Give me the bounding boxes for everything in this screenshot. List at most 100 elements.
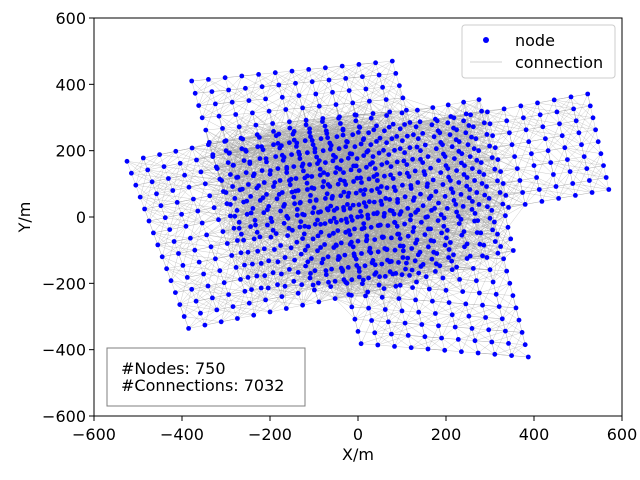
connection-line <box>222 114 236 129</box>
connection-line <box>312 65 343 82</box>
connection-line <box>215 88 246 105</box>
connection-line <box>355 120 394 125</box>
connection-line <box>235 114 258 135</box>
connection-line <box>319 92 333 107</box>
connection-line <box>278 83 296 86</box>
connection-line <box>338 100 370 119</box>
connection-line <box>215 89 229 105</box>
connection-line <box>257 123 273 135</box>
connection-line <box>352 87 383 104</box>
connection-line <box>355 111 390 122</box>
connection-line <box>198 91 213 106</box>
connection-line <box>218 100 250 117</box>
connection-line <box>315 92 333 95</box>
connection-line <box>278 70 293 86</box>
connection-line <box>248 86 263 101</box>
connection-line <box>402 97 433 108</box>
connection-line <box>241 75 263 87</box>
connection-line <box>224 124 257 142</box>
connection-line <box>240 124 257 139</box>
connection-line <box>258 74 279 86</box>
connection-line <box>325 65 343 69</box>
connection-line <box>372 97 404 114</box>
connection-line <box>378 60 393 76</box>
connection-line <box>349 90 370 102</box>
connection-line <box>222 112 253 129</box>
connection-line <box>402 97 418 111</box>
connection-line <box>252 98 266 114</box>
connection-line <box>278 84 300 96</box>
connection-line <box>209 126 240 143</box>
connection-line <box>302 92 333 109</box>
connection-line <box>369 87 383 102</box>
connection-line <box>365 87 383 90</box>
connection-line <box>245 72 276 89</box>
connection-line <box>295 67 326 84</box>
connection-line <box>261 70 293 87</box>
connection-line <box>275 70 293 73</box>
connection-line <box>208 79 229 91</box>
connection-line <box>379 73 396 76</box>
connection-line <box>289 105 320 123</box>
connection-line <box>295 69 309 84</box>
connection-line <box>371 111 390 119</box>
connection-line <box>302 107 339 119</box>
connection-line <box>385 99 390 128</box>
connection-line <box>386 99 418 111</box>
connection-line <box>273 109 287 132</box>
connection-line <box>298 95 320 107</box>
connection-line <box>232 88 246 103</box>
connection-line <box>192 147 213 155</box>
connection-line <box>202 101 233 119</box>
connection-line <box>322 102 353 119</box>
connection-line <box>248 84 279 101</box>
connection-line <box>255 111 270 126</box>
connection-line <box>239 110 270 128</box>
connection-line <box>328 65 343 81</box>
connection-line <box>302 107 323 122</box>
connection-line <box>265 83 296 100</box>
connection-line <box>362 60 393 77</box>
connection-line <box>328 64 360 81</box>
connection-line <box>269 109 286 112</box>
connection-line <box>198 89 229 106</box>
connection-line <box>285 109 307 121</box>
connection-line <box>202 103 216 118</box>
connection-line <box>218 102 233 117</box>
connection-line <box>235 100 250 115</box>
connection-line <box>228 88 246 91</box>
connection-line <box>382 87 404 99</box>
connection-line <box>195 79 209 94</box>
connection-line <box>209 142 229 163</box>
connection-line <box>369 101 387 116</box>
connection-line <box>382 85 400 88</box>
connection-line <box>195 77 226 94</box>
connection-line <box>259 123 273 138</box>
connection-line <box>285 109 307 125</box>
connection-line <box>261 135 277 147</box>
connection-line <box>315 78 346 95</box>
connection-line <box>345 64 360 79</box>
connection-line <box>345 62 376 79</box>
connection-line <box>291 69 309 72</box>
connection-line <box>385 99 405 125</box>
connection-line <box>352 102 372 119</box>
connection-line <box>232 86 263 103</box>
connection-line <box>322 104 337 119</box>
connection-line <box>239 112 253 127</box>
connection-line <box>268 95 300 112</box>
connection-line <box>228 75 242 91</box>
connection-line <box>406 107 433 111</box>
connection-line <box>349 76 363 91</box>
connection-line <box>278 69 309 86</box>
connection-line <box>315 79 330 95</box>
connection-line <box>371 117 394 125</box>
connection-line <box>273 121 290 132</box>
connection-line <box>265 84 279 100</box>
connection-line <box>257 121 290 135</box>
connection-line <box>272 109 286 124</box>
connection-line <box>328 79 350 91</box>
connection-line <box>302 107 323 119</box>
connection-line <box>239 126 262 147</box>
connection-line <box>255 109 286 126</box>
